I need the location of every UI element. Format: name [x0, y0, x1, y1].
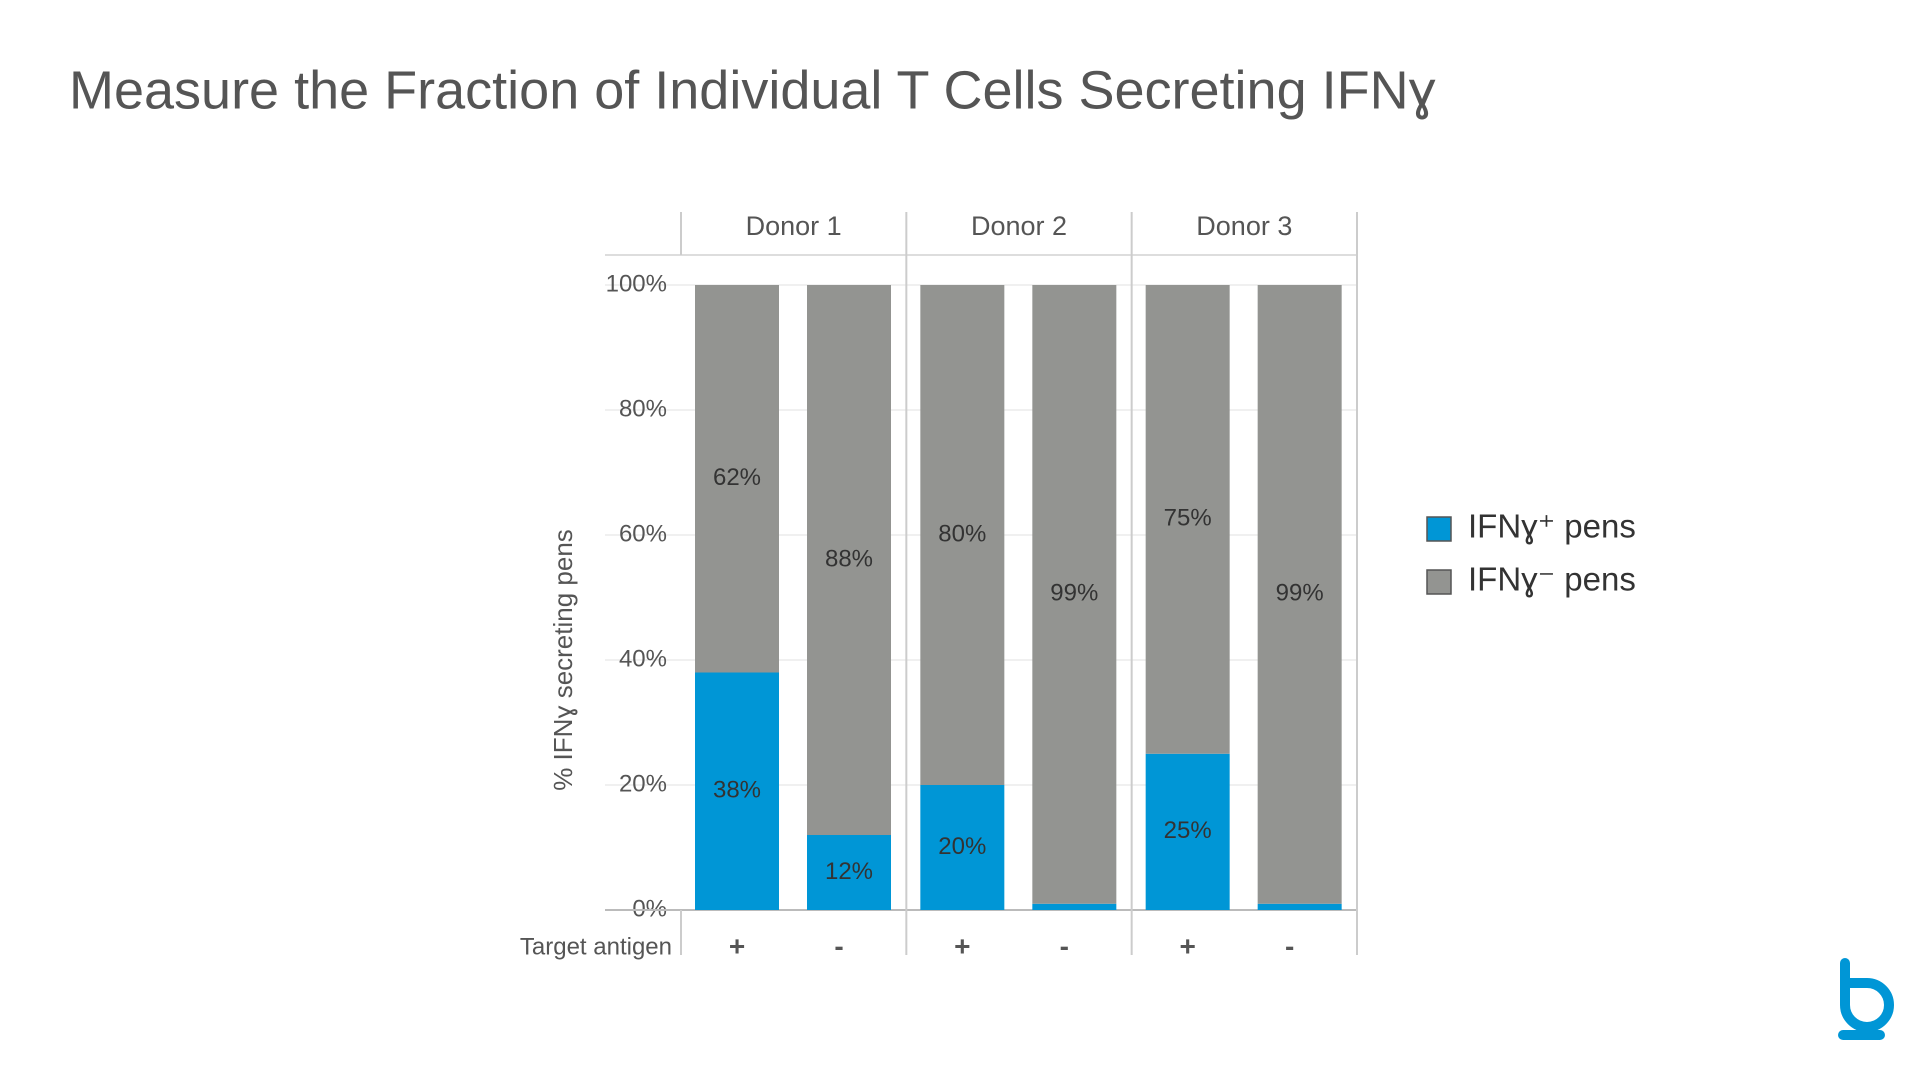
logo-mark: [1840, 958, 1894, 1032]
x-tick-label: -: [1060, 930, 1069, 961]
legend-label: IFNɣ⁺ pens: [1468, 508, 1636, 545]
x-tick-label: +: [1179, 930, 1195, 961]
bar-segment: [695, 672, 779, 910]
bar-segment: [1257, 285, 1342, 904]
data-label: 38%: [713, 777, 761, 804]
y-tick-label: 0%: [632, 895, 667, 922]
data-label: 75%: [1164, 505, 1212, 532]
y-tick-label: 20%: [619, 770, 667, 797]
bar-segment: [1145, 285, 1230, 754]
y-axis-label: % IFNɣ secreting pens: [548, 529, 578, 791]
bar-segment: [920, 785, 1005, 910]
data-label: 80%: [938, 520, 986, 547]
data-label: 12%: [825, 858, 873, 885]
y-tick-label: 40%: [619, 645, 667, 672]
group-label: Donor 1: [746, 211, 842, 241]
x-axis-label: Target antigen: [520, 933, 672, 960]
data-label: 62%: [713, 464, 761, 491]
data-label: 25%: [1164, 817, 1212, 844]
y-tick-label: 80%: [619, 395, 667, 422]
group-label: Donor 3: [1196, 211, 1292, 241]
bar-segment: [920, 285, 1005, 785]
bar-segment: [1145, 753, 1230, 910]
chart-title: Measure the Fraction of Individual T Cel…: [69, 60, 1436, 120]
bar-segment: [695, 285, 779, 673]
y-tick-label: 100%: [606, 270, 667, 297]
x-tick-label: -: [834, 930, 843, 961]
logo: [1838, 958, 1894, 1040]
bar-segment: [1257, 903, 1342, 910]
data-label: 99%: [1276, 580, 1324, 607]
bar-segment: [807, 835, 891, 910]
legend-label: IFNɣ⁻ pens: [1468, 561, 1636, 598]
bar-segment: [1032, 903, 1117, 910]
x-tick-label: +: [954, 930, 970, 961]
data-label: 88%: [825, 545, 873, 572]
group-label: Donor 2: [971, 211, 1067, 241]
x-tick-label: +: [729, 930, 745, 961]
data-label: 99%: [1050, 580, 1098, 607]
y-tick-label: 60%: [619, 520, 667, 547]
x-tick-label: -: [1285, 930, 1294, 961]
legend-swatch: [1426, 569, 1452, 595]
data-label: 20%: [938, 833, 986, 860]
legend-swatch: [1426, 516, 1452, 542]
bar-segment: [807, 285, 891, 835]
bar-segment: [1032, 285, 1117, 904]
